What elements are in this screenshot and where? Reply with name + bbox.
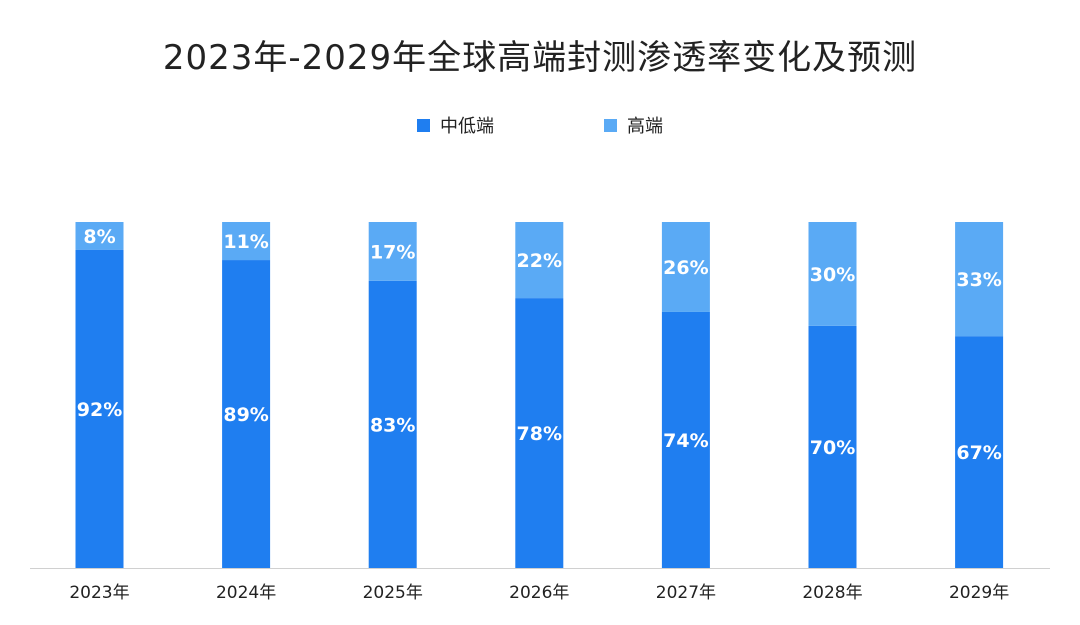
bar-low-mid-2026年 — [515, 298, 564, 568]
bar-low-mid-2025年 — [368, 280, 417, 568]
bar-low-mid-2027年 — [661, 311, 710, 568]
legend-label-high: 高端 — [627, 116, 663, 137]
data-label-high-2027年: 26% — [663, 257, 708, 279]
chart-title: 2023年-2029年全球高端封测渗透率变化及预测 — [162, 38, 918, 78]
data-label-low-mid-2029年: 67% — [956, 442, 1001, 464]
data-label-high-2029年: 33% — [956, 269, 1001, 291]
data-label-high-2024年: 11% — [223, 231, 268, 253]
bar-low-mid-2028年 — [808, 325, 857, 568]
legend-label-low-mid: 中低端 — [440, 116, 494, 137]
x-tick-label: 2028年 — [802, 583, 862, 603]
data-label-high-2026年: 22% — [517, 250, 562, 272]
data-label-low-mid-2023年: 92% — [77, 399, 122, 421]
bar-high-2025年 — [368, 222, 417, 281]
bar-high-2027年 — [661, 222, 710, 312]
legend-swatch-low-mid — [417, 118, 430, 132]
x-tick-label: 2026年 — [509, 583, 569, 603]
bar-high-2026年 — [515, 222, 564, 299]
x-tick-label: 2027年 — [656, 583, 716, 603]
data-label-low-mid-2028年: 70% — [810, 437, 855, 459]
x-tick-label: 2025年 — [363, 583, 423, 603]
data-label-low-mid-2024年: 89% — [223, 404, 268, 426]
legend-swatch-high — [604, 118, 617, 132]
x-tick-label: 2023年 — [69, 583, 129, 603]
legend: 中低端 高端 — [0, 112, 1080, 138]
bar-low-mid-2024年 — [222, 260, 271, 568]
bar-low-mid-2029年 — [955, 336, 1004, 568]
data-label-low-mid-2026年: 78% — [517, 423, 562, 445]
bar-high-2028年 — [808, 222, 857, 326]
data-label-high-2023年: 8% — [83, 226, 115, 248]
bar-high-2024年 — [222, 222, 271, 261]
data-label-high-2025年: 17% — [370, 241, 415, 263]
bar-high-2029年 — [955, 222, 1004, 337]
data-label-low-mid-2027年: 74% — [663, 430, 708, 452]
data-label-high-2028年: 30% — [810, 264, 855, 286]
x-tick-label: 2024年 — [216, 583, 276, 603]
data-label-low-mid-2025年: 83% — [370, 414, 415, 436]
bar-high-2023年 — [75, 222, 124, 250]
x-tick-label: 2029年 — [949, 583, 1009, 603]
legend-item-high: 高端 — [604, 112, 663, 138]
bar-low-mid-2023年 — [75, 249, 124, 568]
legend-item-low-mid: 中低端 — [417, 112, 494, 138]
